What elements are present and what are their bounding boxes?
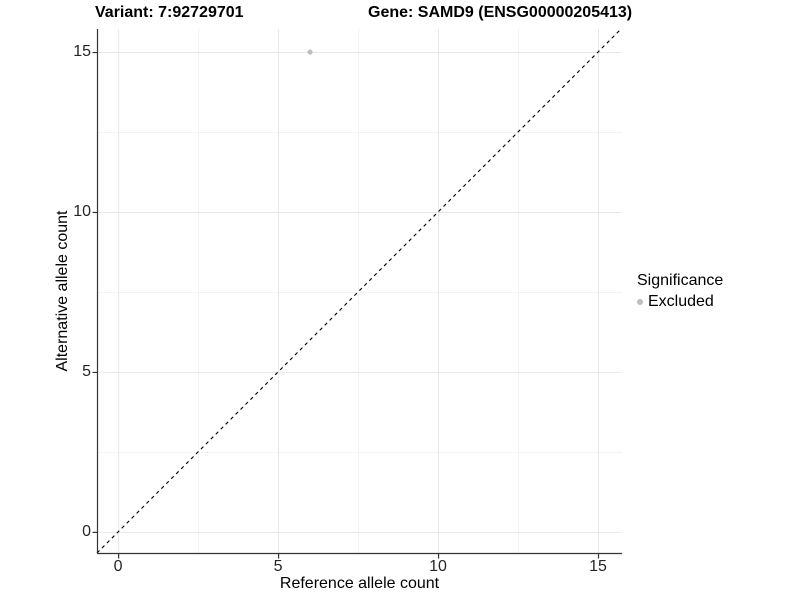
y-tick-label: 0 [82, 522, 91, 540]
x-tick-label: 15 [589, 558, 607, 575]
y-tick-label: 10 [73, 202, 91, 220]
legend: Significance Excluded [637, 272, 723, 311]
x-tick-label: 0 [113, 558, 123, 575]
legend-items: Excluded [637, 293, 723, 311]
legend-item: Excluded [637, 293, 723, 311]
x-tick-label: 10 [429, 558, 447, 575]
plot-title-gene: Gene: SAMD9 (ENSG00000205413) [368, 4, 633, 21]
legend-title: Significance [637, 272, 724, 289]
y-tick-label: 15 [73, 43, 91, 61]
x-axis-title: Reference allele count [279, 575, 440, 592]
identity-reference-line [96, 28, 622, 554]
x-tick-label: 5 [273, 558, 283, 575]
data-point [307, 49, 313, 55]
legend-item-label: Excluded [648, 293, 714, 310]
plot-title-variant: Variant: 7:92729701 [95, 4, 244, 21]
y-axis-title: Alternative allele count [54, 210, 71, 372]
y-tick-label: 5 [82, 362, 91, 380]
legend-point-icon [637, 299, 643, 305]
